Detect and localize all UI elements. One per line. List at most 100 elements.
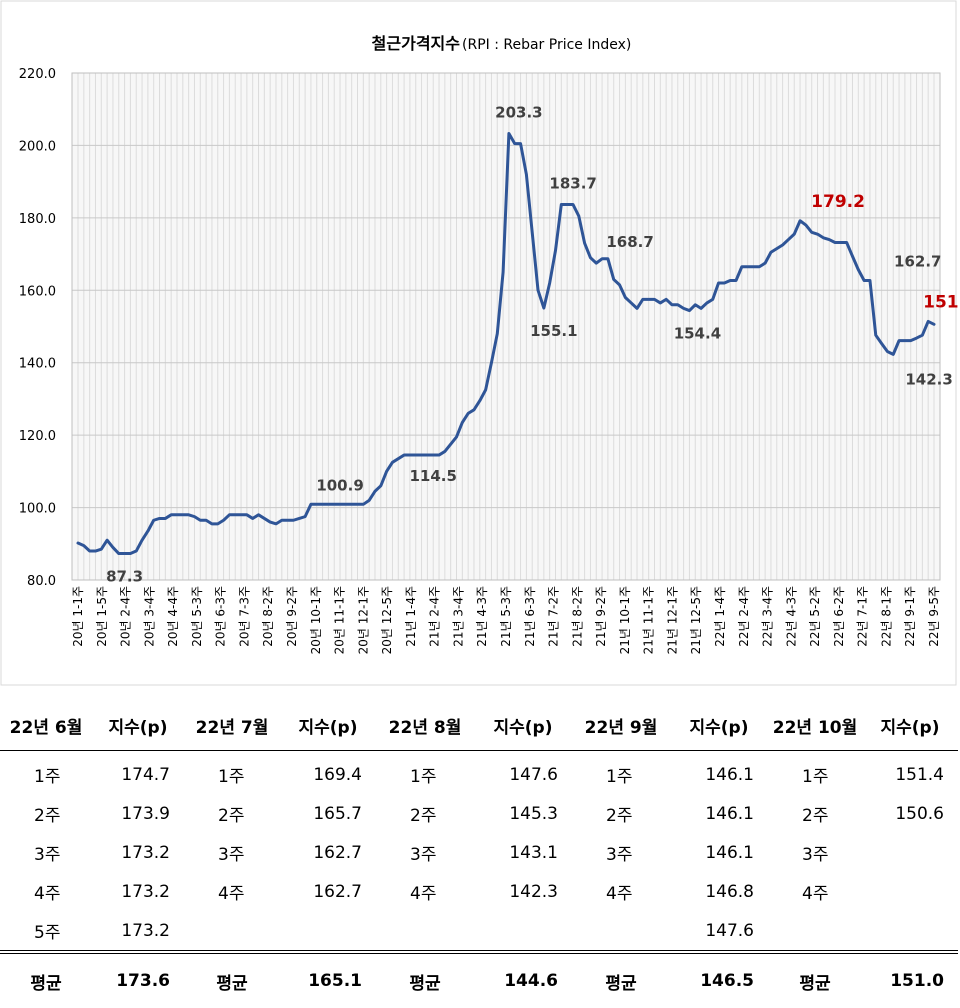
table-row: 2주 173.9 2주 165.7 2주 145.3 2주 146.1 2주 1… — [0, 794, 958, 833]
week-cell: 2주 — [802, 806, 829, 826]
value-cell: 162.7 — [313, 881, 362, 902]
average-label: 평균 — [0, 950, 92, 1008]
average-row: 평균 173.6 평균 165.1 평균 144.6 평균 146.5 평균 1… — [0, 950, 958, 1008]
week-cell: 4주 — [410, 884, 437, 904]
x-tick-label: 20년 2-4주 — [119, 586, 133, 647]
x-tick-label: 21년 11-1주 — [642, 586, 656, 654]
week-cell — [184, 911, 280, 952]
table-row: 1주 174.7 1주 169.4 1주 147.6 1주 146.1 1주 1… — [0, 755, 958, 794]
x-tick-label: 21년 10-1주 — [618, 586, 632, 654]
x-tick-label: 20년 1-1주 — [71, 586, 85, 647]
data-label: 179.2 — [811, 192, 865, 212]
x-tick-label: 21년 5-3주 — [499, 586, 513, 647]
week-cell: 4주 — [34, 884, 61, 904]
value-header: 지수(p) — [280, 700, 376, 751]
data-label: 155.1 — [530, 322, 577, 340]
week-cell: 4주 — [802, 884, 829, 904]
chart-title: 철근가격지수 — [372, 34, 461, 53]
table-row: 5주 173.2 147.6 — [0, 911, 958, 952]
data-label: 142.3 — [905, 370, 952, 388]
week-cell: 3주 — [802, 845, 829, 865]
average-value: 146.5 — [670, 950, 768, 1008]
x-tick-label: 20년 6-3주 — [214, 586, 228, 647]
x-tick-label: 20년 12-5주 — [380, 586, 394, 654]
y-tick-label: 100.0 — [19, 502, 56, 517]
rebar-price-index-chart: 철근가격지수 (RPI : Rebar Price Index) 80.0 100… — [0, 0, 960, 686]
value-header: 지수(p) — [474, 700, 572, 751]
month-header: 22년 10월 — [768, 700, 862, 751]
x-tick-label: 21년 12-5주 — [689, 586, 703, 654]
week-cell: 3주 — [606, 845, 633, 865]
x-tick-label: 20년 8-2주 — [261, 586, 275, 647]
average-label: 평균 — [572, 950, 670, 1008]
value-header: 지수(p) — [670, 700, 768, 751]
value-cell — [862, 833, 958, 872]
data-label: 100.9 — [316, 476, 363, 494]
value-cell — [280, 911, 376, 952]
value-header: 지수(p) — [862, 700, 958, 751]
average-value: 151.0 — [862, 950, 958, 1008]
x-tick-label: 22년 8-1주 — [879, 586, 893, 647]
x-tick-label: 22년 5-2주 — [808, 586, 822, 647]
x-tick-label: 21년 9-2주 — [594, 586, 608, 647]
week-cell: 1주 — [34, 767, 61, 787]
x-tick-label: 21년 1-4주 — [404, 586, 418, 647]
data-labels: 87.3 100.9 114.5 203.3 155.1 183.7 168.7 154.4 1… — [106, 103, 960, 585]
y-tick-label: 200.0 — [19, 139, 56, 154]
x-tick-label: 20년 11-1주 — [333, 586, 347, 654]
week-cell: 3주 — [218, 845, 245, 865]
week-cell: 1주 — [606, 767, 633, 787]
week-cell: 2주 — [34, 806, 61, 826]
x-tick-label: 22년 9-1주 — [903, 586, 917, 647]
week-cell: 3주 — [34, 845, 61, 865]
table-row: 4주 173.2 4주 162.7 4주 142.3 4주 146.8 4주 — [0, 872, 958, 911]
value-cell: 146.1 — [705, 764, 754, 785]
data-label: 168.7 — [606, 233, 653, 251]
plot-area — [72, 73, 940, 580]
data-label: 154.4 — [674, 325, 721, 343]
average-value: 165.1 — [280, 950, 376, 1008]
series-line — [76, 131, 936, 556]
x-tick-label: 21년 6-3주 — [523, 586, 537, 647]
value-cell: 173.2 — [121, 881, 170, 902]
x-axis-ticks: 20년 1-1주 20년 1-5주 20년 2-4주 20년 3-4주 20년 4-4주… — [71, 586, 941, 654]
week-cell — [572, 911, 670, 952]
value-cell — [862, 872, 958, 911]
week-cell: 2주 — [606, 806, 633, 826]
x-tick-label: 21년 12-1주 — [665, 586, 679, 654]
week-cell: 1주 — [802, 767, 829, 787]
x-tick-label: 22년 7-1주 — [856, 586, 870, 647]
value-header: 지수(p) — [92, 700, 184, 751]
x-tick-label: 22년 4-3주 — [784, 586, 798, 647]
value-cell: 142.3 — [509, 881, 558, 902]
data-label: 183.7 — [549, 174, 596, 192]
value-cell: 173.2 — [121, 920, 170, 941]
value-cell: 146.1 — [705, 842, 754, 863]
y-tick-label: 120.0 — [19, 429, 56, 444]
x-tick-label: 20년 7-3주 — [237, 586, 251, 647]
x-tick-label: 21년 2-4주 — [428, 586, 442, 647]
average-value: 144.6 — [474, 950, 572, 1008]
week-cell: 4주 — [606, 884, 633, 904]
average-value: 173.6 — [92, 950, 184, 1008]
x-tick-label: 22년 3-4주 — [761, 586, 775, 647]
x-tick-label: 20년 3-4주 — [142, 586, 156, 647]
weekly-index-table: 22년 6월 지수(p) 22년 7월 지수(p) 22년 8월 지수(p) 2… — [0, 700, 958, 1008]
value-cell: 173.9 — [121, 803, 170, 824]
table-header-row: 22년 6월 지수(p) 22년 7월 지수(p) 22년 8월 지수(p) 2… — [0, 700, 958, 751]
horizontal-grid — [71, 72, 941, 581]
x-tick-label: 20년 1-5주 — [95, 586, 109, 647]
x-tick-label: 20년 5-3주 — [190, 586, 204, 647]
vertical-grid — [77, 73, 935, 580]
x-tick-label: 22년 9-5주 — [927, 586, 941, 647]
week-cell: 1주 — [218, 767, 245, 787]
x-tick-label: 20년 10-1주 — [309, 586, 323, 654]
value-cell: 145.3 — [509, 803, 558, 824]
average-label: 평균 — [768, 950, 862, 1008]
value-cell: 147.6 — [705, 920, 754, 941]
x-tick-label: 21년 8-2주 — [570, 586, 584, 647]
value-cell: 146.1 — [705, 803, 754, 824]
data-label: 162.7 — [894, 253, 941, 271]
value-cell — [474, 911, 572, 952]
average-label: 평균 — [184, 950, 280, 1008]
